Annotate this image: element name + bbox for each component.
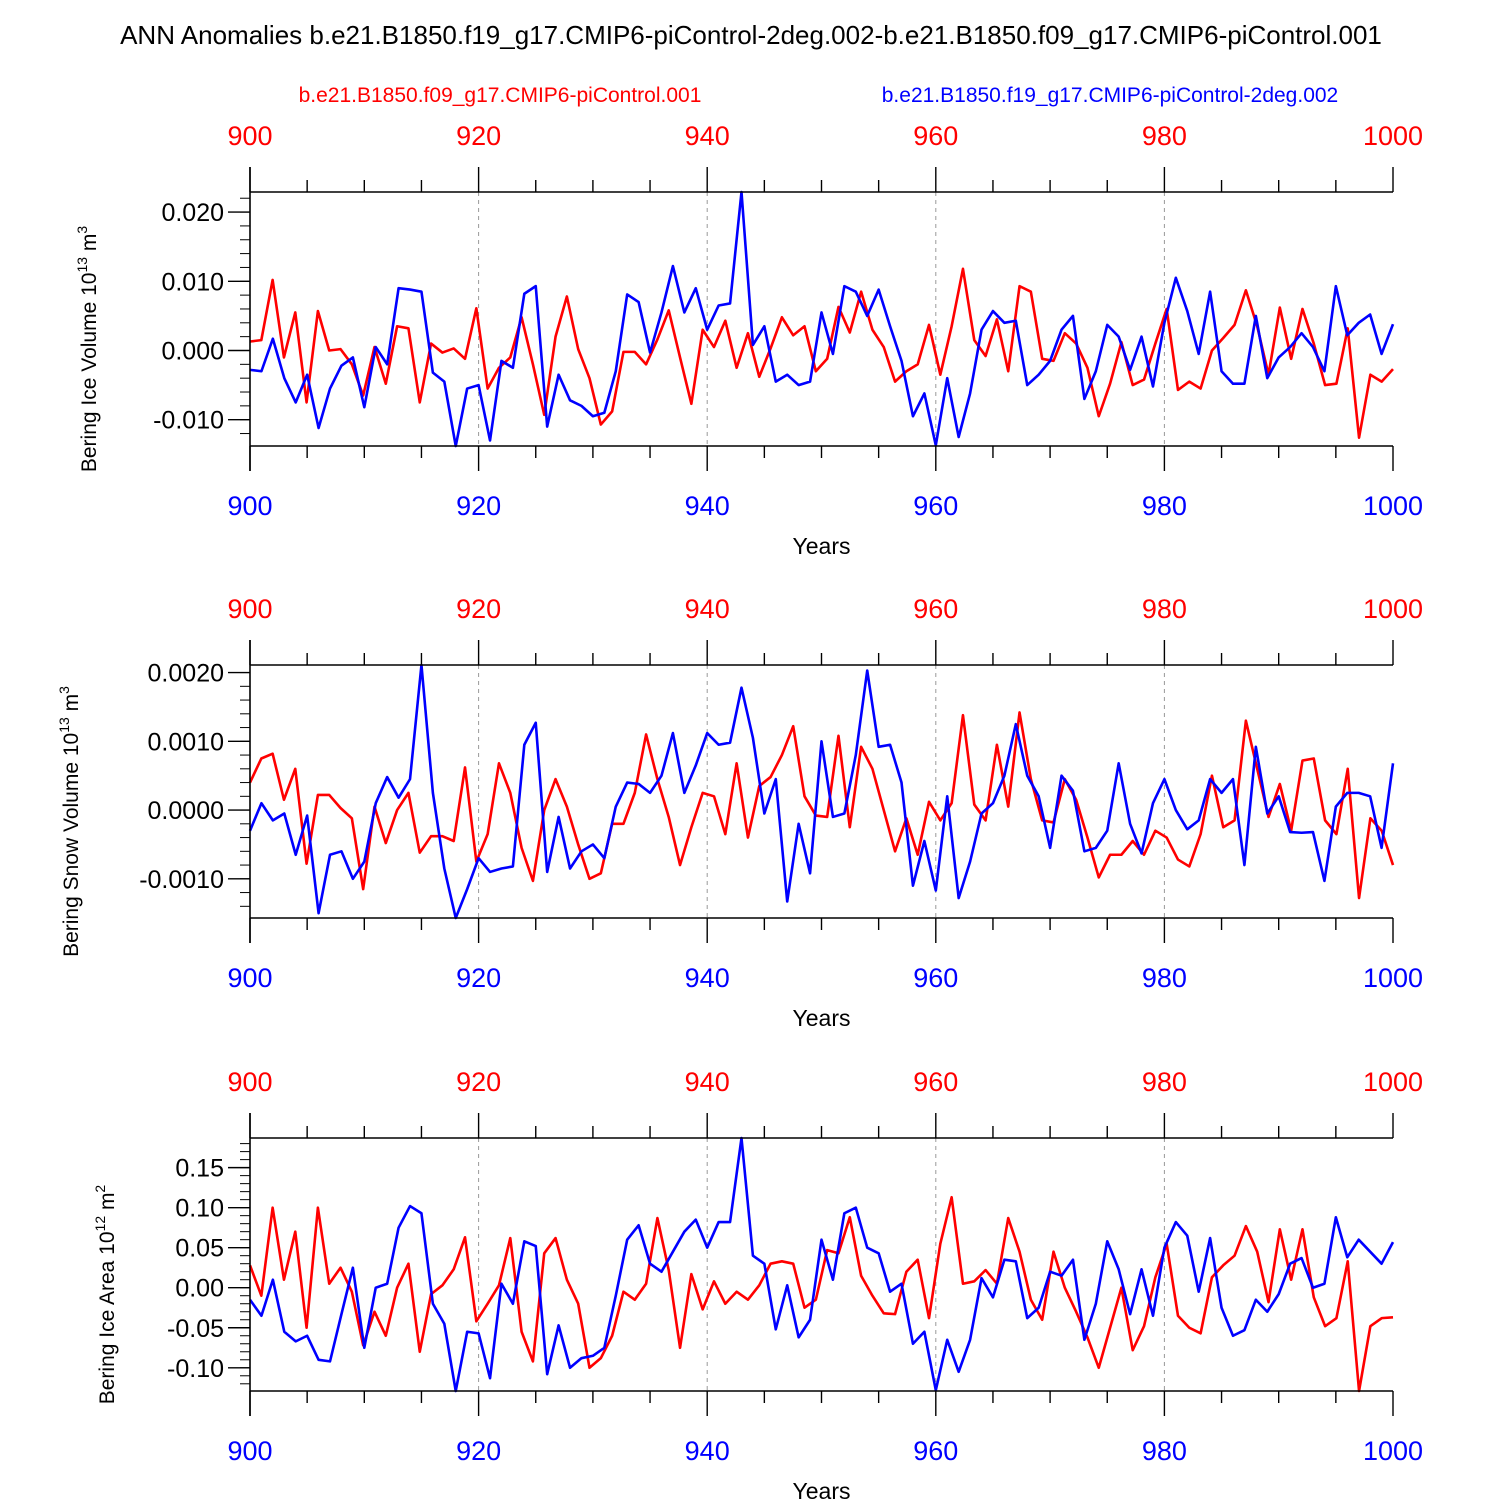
x-tick-label-top: 960 bbox=[913, 594, 958, 624]
y-axis-label: Bering Ice Area 1012 m2 bbox=[92, 1185, 119, 1405]
x-axis-label: Years bbox=[793, 1478, 851, 1500]
y-axis-label: Bering Ice Volume 1013 m3 bbox=[74, 226, 101, 473]
x-tick-label-bottom: 960 bbox=[913, 963, 958, 993]
y-axis-label-unit-exponent: 2 bbox=[92, 1185, 108, 1193]
y-tick-label: 0.15 bbox=[175, 1155, 224, 1183]
x-tick-label-top: 980 bbox=[1142, 121, 1187, 151]
y-tick-label: 0.10 bbox=[175, 1195, 224, 1223]
x-tick-label-bottom: 1000 bbox=[1363, 963, 1423, 993]
panels: 900 900 920 920 940 940 960 960 980 980 1000 1000 Ye… bbox=[56, 121, 1423, 1500]
y-axis-label-main: Bering Ice Volume 10 bbox=[78, 273, 101, 473]
y-tick-label: -0.0010 bbox=[139, 866, 224, 894]
legend-blue-label: b.e21.B1850.f19_g17.CMIP6-piControl-2deg… bbox=[882, 84, 1338, 107]
y-tick-label: 0.05 bbox=[175, 1235, 224, 1263]
x-tick-label-top: 900 bbox=[227, 594, 272, 624]
y-axis-label: Bering Snow Volume 1013 m3 bbox=[56, 686, 83, 957]
x-tick-label-bottom: 980 bbox=[1142, 1436, 1187, 1466]
legend-red-label: b.e21.B1850.f09_g17.CMIP6-piControl.001 bbox=[299, 84, 702, 107]
x-tick-label-bottom: 960 bbox=[913, 491, 958, 521]
y-axis-label-unit-exponent: 3 bbox=[74, 226, 90, 234]
y-tick-label: 0.0010 bbox=[148, 728, 224, 756]
x-tick-label-bottom: 900 bbox=[227, 963, 272, 993]
y-tick-label: 0.010 bbox=[161, 268, 224, 296]
x-tick-label-bottom: 940 bbox=[685, 491, 730, 521]
x-tick-label-top: 960 bbox=[913, 1067, 958, 1097]
y-tick-label: 0.00 bbox=[175, 1275, 224, 1303]
y-axis-label-unit: m bbox=[96, 1193, 119, 1216]
y-axis-label-unit-exponent: 3 bbox=[56, 686, 72, 694]
x-tick-label-bottom: 900 bbox=[227, 1436, 272, 1466]
y-tick-label: 0.020 bbox=[161, 199, 224, 227]
x-tick-label-bottom: 920 bbox=[456, 1436, 501, 1466]
x-tick-label-top: 920 bbox=[456, 594, 501, 624]
x-tick-label-top: 940 bbox=[685, 1067, 730, 1097]
series-line-red bbox=[248, 1195, 1394, 1393]
x-axis-label: Years bbox=[793, 1005, 851, 1031]
y-tick-label: -0.010 bbox=[153, 407, 224, 435]
x-tick-label-bottom: 960 bbox=[913, 1436, 958, 1466]
x-tick-label-top: 1000 bbox=[1363, 594, 1423, 624]
x-tick-label-top: 980 bbox=[1142, 594, 1187, 624]
y-tick-label: 0.0020 bbox=[148, 660, 224, 688]
chart-panel-2: 900 900 920 920 940 940 960 960 980 980 1000 1000 Ye… bbox=[56, 594, 1423, 1031]
series-line-blue bbox=[248, 1136, 1395, 1393]
chart-panel-3: 900 900 920 920 940 940 960 960 980 980 1000 1000 Ye… bbox=[92, 1067, 1423, 1500]
y-axis-label-exponent: 13 bbox=[56, 717, 72, 733]
x-tick-label-bottom: 900 bbox=[227, 491, 272, 521]
y-tick-label: -0.05 bbox=[167, 1315, 224, 1343]
y-axis-label-main: Bering Snow Volume 10 bbox=[60, 733, 83, 957]
x-tick-label-bottom: 1000 bbox=[1363, 491, 1423, 521]
x-tick-label-top: 940 bbox=[685, 121, 730, 151]
figure-title: ANN Anomalies b.e21.B1850.f19_g17.CMIP6-… bbox=[120, 20, 1382, 50]
x-tick-label-bottom: 920 bbox=[456, 963, 501, 993]
x-axis-label: Years bbox=[793, 533, 851, 559]
x-tick-label-bottom: 940 bbox=[685, 963, 730, 993]
y-axis-label-exponent: 13 bbox=[74, 257, 90, 273]
x-tick-label-top: 1000 bbox=[1363, 121, 1423, 151]
y-axis-label-unit: m bbox=[78, 234, 101, 257]
x-tick-label-top: 960 bbox=[913, 121, 958, 151]
y-axis-label-exponent: 12 bbox=[92, 1216, 108, 1232]
series-line-red bbox=[249, 267, 1394, 439]
x-tick-label-top: 900 bbox=[227, 121, 272, 151]
y-tick-label: 0.000 bbox=[161, 337, 224, 365]
x-tick-label-top: 940 bbox=[685, 594, 730, 624]
chart-panel-1: 900 900 920 920 940 940 960 960 980 980 1000 1000 Ye… bbox=[74, 121, 1423, 559]
x-tick-label-top: 900 bbox=[227, 1067, 272, 1097]
y-tick-label: -0.10 bbox=[167, 1355, 224, 1383]
y-tick-label: 0.0000 bbox=[148, 797, 224, 825]
series-line-blue bbox=[249, 190, 1395, 448]
series-line-blue bbox=[248, 663, 1395, 920]
x-tick-label-bottom: 980 bbox=[1142, 491, 1187, 521]
x-tick-label-top: 920 bbox=[456, 121, 501, 151]
x-tick-label-top: 920 bbox=[456, 1067, 501, 1097]
x-tick-label-top: 1000 bbox=[1363, 1067, 1423, 1097]
y-axis-label-unit: m bbox=[60, 694, 83, 717]
x-tick-label-bottom: 940 bbox=[685, 1436, 730, 1466]
x-tick-label-bottom: 980 bbox=[1142, 963, 1187, 993]
x-tick-label-bottom: 920 bbox=[456, 491, 501, 521]
x-tick-label-top: 980 bbox=[1142, 1067, 1187, 1097]
x-tick-label-bottom: 1000 bbox=[1363, 1436, 1423, 1466]
y-axis-label-main: Bering Ice Area 10 bbox=[96, 1231, 119, 1404]
